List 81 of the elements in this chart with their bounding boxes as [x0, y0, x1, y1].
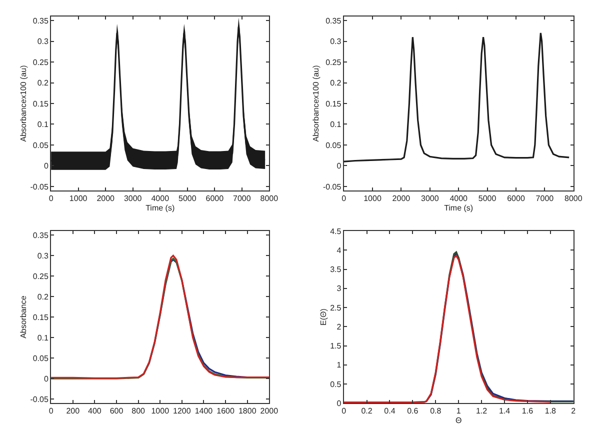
y-tick-label: 0.3	[330, 37, 342, 46]
x-tick-label: 2000	[392, 194, 411, 204]
x-tick-label: 1.2	[476, 406, 488, 416]
x-tick-label: 1000	[69, 194, 88, 204]
x-tick-label: 4000	[151, 194, 170, 204]
y-tick-label: 1	[336, 360, 342, 370]
y-tick-label: 0.05	[32, 354, 49, 363]
x-tick-label: 200	[66, 406, 80, 416]
x-tick-label: 6000	[507, 194, 526, 204]
x-tick-label: 8000	[564, 194, 583, 204]
y-tick-label: 0.2	[330, 78, 342, 88]
y-tick-label: 0.1	[330, 120, 342, 130]
x-tick-label: 3000	[420, 194, 440, 204]
y-tick-label: 4	[336, 246, 342, 255]
x-tick-label: 1.8	[544, 406, 557, 416]
y-tick-label: 0.25	[32, 58, 49, 67]
x-tick-label: 800	[132, 406, 146, 416]
x-tick-label: 0.6	[407, 406, 419, 416]
y-tick-label: 1.5	[330, 342, 342, 351]
y-tick-label: 0.1	[37, 120, 49, 130]
x-tick-label: 3000	[124, 194, 142, 204]
y-tick-label: 0.15	[32, 312, 49, 322]
x-tick-label: 1000	[364, 194, 382, 204]
x-tick-label: 2	[571, 406, 576, 416]
x-axis-title: Θ	[455, 416, 462, 425]
y-tick-label: 2.5	[330, 303, 342, 312]
y-tick-label: 0	[336, 398, 342, 408]
y-tick-label: 3	[336, 284, 342, 294]
x-tick-label: 6000	[206, 194, 224, 204]
x-tick-label: 5000	[478, 194, 497, 204]
y-axis-title: Absorbance	[18, 295, 28, 338]
y-tick-label: -0.05	[30, 394, 49, 404]
x-tick-label: 2000	[260, 406, 279, 416]
x-tick-label: 0.8	[430, 406, 442, 416]
y-tick-label: 0.25	[326, 58, 342, 67]
x-tick-label: 1600	[216, 406, 235, 416]
y-tick-label: 0.35	[326, 16, 342, 26]
y-tick-label: 0.5	[330, 380, 342, 389]
x-tick-label: 4000	[450, 194, 468, 204]
y-tick-label: 0.1	[37, 333, 49, 342]
y-axis-title: E(Θ)	[318, 308, 328, 326]
x-tick-label: 7000	[233, 194, 252, 204]
x-tick-label: 1400	[194, 406, 214, 416]
y-tick-label: 0.15	[32, 99, 49, 108]
y-tick-label: 0	[336, 162, 342, 171]
x-tick-label: 1	[456, 406, 462, 416]
y-tick-label: 0.25	[32, 272, 49, 281]
y-tick-label: -0.05	[322, 182, 342, 192]
y-tick-label: 3.5	[330, 265, 342, 274]
x-tick-label: 5000	[178, 194, 197, 204]
x-tick-label: 1800	[238, 406, 257, 416]
x-tick-label: 7000	[536, 194, 554, 204]
y-tick-label: 0	[44, 374, 49, 384]
y-tick-label: 0.3	[37, 37, 49, 46]
y-tick-label: 0.35	[32, 230, 49, 240]
x-tick-label: 1000	[151, 406, 170, 416]
x-tick-label: 600	[110, 406, 124, 416]
y-tick-label: -0.05	[30, 182, 49, 192]
x-axis-title: Time (s)	[444, 203, 474, 212]
x-tick-label: 400	[88, 406, 102, 416]
y-tick-label: 4.5	[330, 226, 342, 236]
y-tick-label: 0.2	[37, 78, 49, 88]
x-tick-label: 1.6	[522, 406, 534, 416]
x-tick-label: 8000	[260, 194, 279, 204]
y-tick-label: 0	[44, 162, 49, 171]
y-tick-label: 0.05	[326, 140, 342, 150]
line-series	[344, 32, 570, 162]
x-tick-label: 2000	[96, 194, 116, 204]
x-tick-label: 0.2	[361, 406, 373, 416]
x-tick-label: 0.4	[384, 406, 396, 416]
y-tick-label: 2	[336, 322, 342, 332]
x-axis-title: Time (s)	[146, 203, 175, 212]
y-tick-label: 0.15	[326, 99, 342, 108]
y-tick-label: 0.35	[32, 16, 49, 26]
y-axis-title: Absorbancex100 (au)	[312, 64, 321, 142]
y-tick-label: 0.3	[37, 251, 49, 260]
y-tick-label: 0.2	[37, 292, 49, 302]
x-tick-label: 1200	[173, 406, 192, 416]
y-axis-title: Absorbancex100 (au)	[18, 64, 28, 142]
x-tick-label: 1.4	[498, 406, 511, 416]
y-tick-label: 0.05	[32, 140, 49, 150]
